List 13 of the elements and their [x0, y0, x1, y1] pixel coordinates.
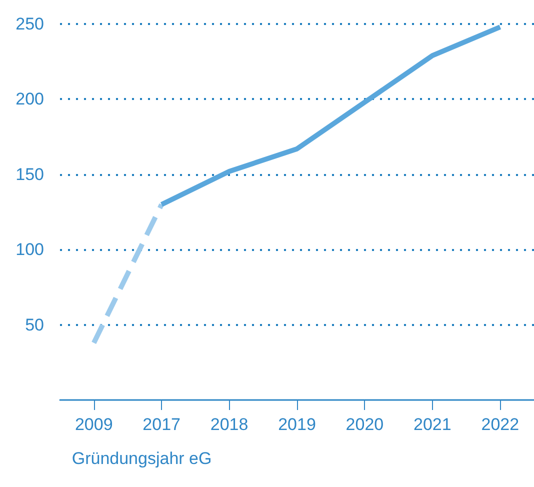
x-tick-label: 2022	[481, 415, 520, 434]
x-tick-label: 2020	[346, 415, 384, 434]
x-tick-label: 2018	[210, 415, 248, 434]
y-tick-label: 50	[25, 315, 44, 334]
x-tick-label: 2019	[278, 415, 316, 434]
y-tick-label: 250	[16, 14, 44, 34]
x-tick-label: 2017	[142, 415, 180, 434]
y-tick-label: 200	[16, 90, 44, 109]
y-tick-label: 100	[16, 240, 44, 260]
x-tick-label: 2021	[414, 415, 452, 434]
x-tick-label: 2009	[74, 415, 113, 434]
text: Gründungsjahr eG	[72, 449, 212, 468]
y-tick-label: 150	[16, 164, 44, 184]
